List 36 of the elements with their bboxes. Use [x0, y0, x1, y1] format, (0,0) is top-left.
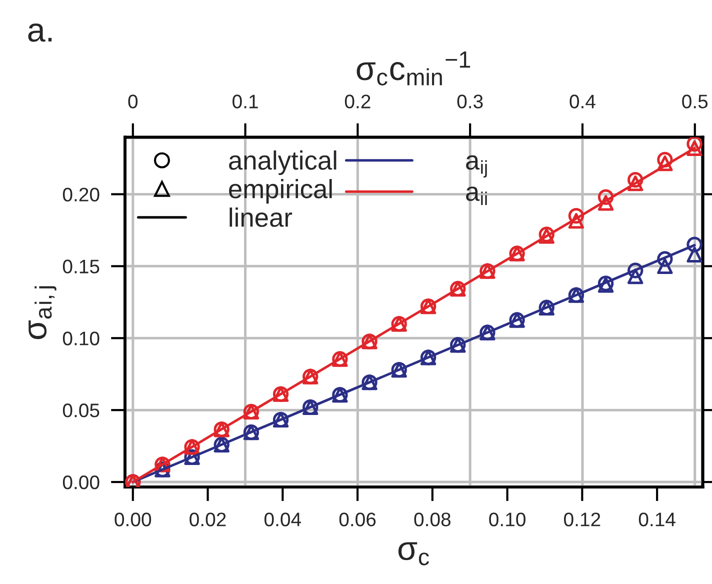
y-tick-label: 0.15: [62, 260, 100, 274]
x2-tick-label: 0.5: [682, 94, 708, 108]
point: [628, 175, 644, 192]
y-tick-label: 0.00: [62, 475, 100, 490]
annotation: analytical: [229, 150, 336, 176]
y-tick-label: 0.05: [62, 404, 100, 418]
y-tick-label: 0.10: [62, 332, 100, 346]
x-tick-label: 0.10: [489, 512, 526, 526]
point: [686, 246, 702, 262]
x-tick-label: 0.14: [638, 512, 676, 526]
y-tick-label: 0.20: [62, 188, 100, 202]
annotation: linear: [230, 208, 292, 227]
annotation: empirical: [229, 178, 332, 204]
point: [657, 155, 673, 172]
x-tick-label: 0.08: [414, 512, 450, 526]
x2-tick-label: 0.2: [344, 94, 370, 108]
x-tick-label: 0.06: [339, 512, 376, 526]
x-tick-label: 0.12: [564, 512, 600, 526]
x2-tick-label: 0: [128, 94, 138, 108]
point: [686, 140, 702, 156]
x2-axis-title: σ$_{c}$c$_{min}$$^{−1}$: [356, 52, 470, 86]
point: [657, 258, 673, 274]
point: [598, 195, 614, 211]
x-tick-label: 0.00: [114, 512, 152, 526]
legend-label: a$_{ij}$: [466, 155, 487, 178]
point: [628, 268, 644, 284]
y-axis-title: σ$_{ai,j}$: [28, 286, 56, 340]
x2-tick-label: 0.4: [570, 94, 596, 108]
legend-label: a$_{ii}$: [466, 186, 487, 205]
x2-tick-label: 0.3: [457, 94, 483, 108]
x2-tick-label: 0.1: [232, 94, 258, 108]
x-tick-label: 0.02: [190, 512, 226, 526]
chart-title: a.: [28, 24, 52, 42]
x-tick-label: 0.04: [264, 512, 302, 526]
x-axis-title: σ$_{c}$: [398, 542, 429, 566]
point: [568, 213, 584, 229]
